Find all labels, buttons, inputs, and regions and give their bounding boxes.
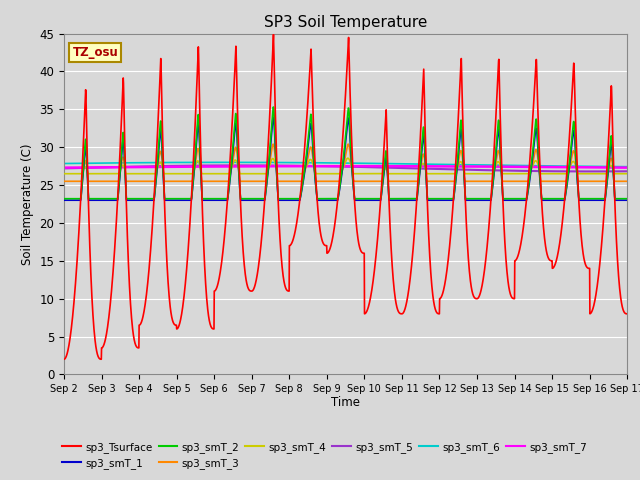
Legend: sp3_Tsurface, sp3_smT_1, sp3_smT_2, sp3_smT_3, sp3_smT_4, sp3_smT_5, sp3_smT_6, : sp3_Tsurface, sp3_smT_1, sp3_smT_2, sp3_… xyxy=(58,438,591,473)
Y-axis label: Soil Temperature (C): Soil Temperature (C) xyxy=(21,143,34,265)
Title: SP3 Soil Temperature: SP3 Soil Temperature xyxy=(264,15,428,30)
X-axis label: Time: Time xyxy=(331,396,360,408)
Text: TZ_osu: TZ_osu xyxy=(72,46,118,59)
